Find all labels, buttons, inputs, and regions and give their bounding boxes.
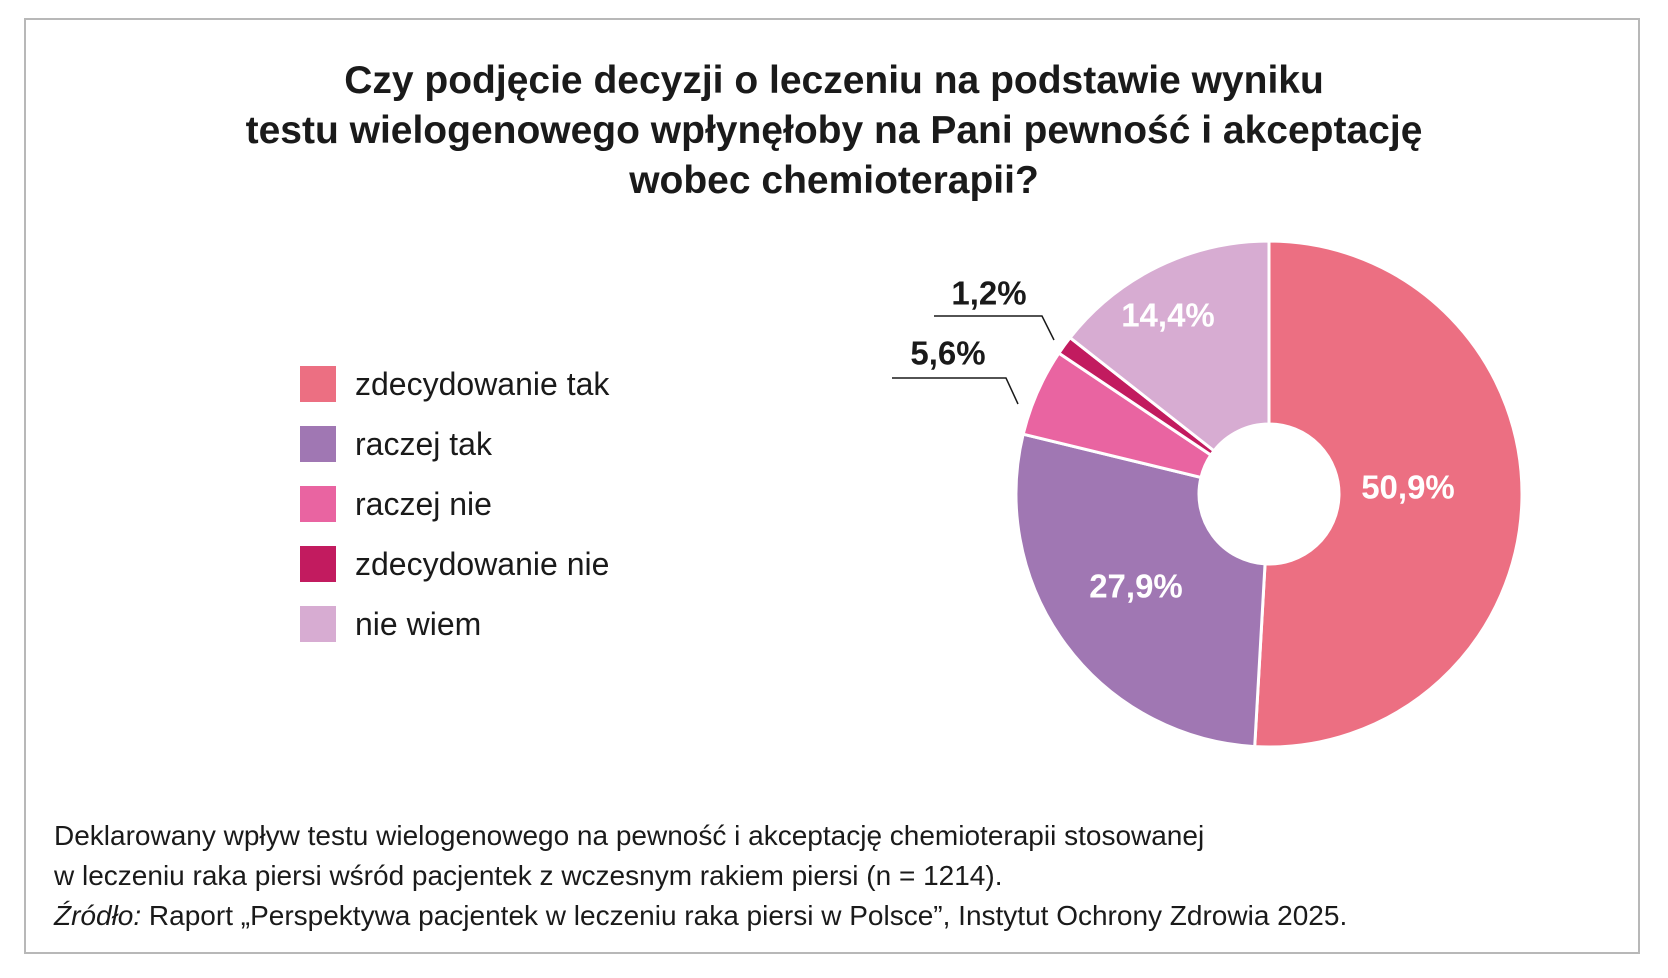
leader-line-zdecydowanie-nie [934,315,1055,341]
title-line-3: wobec chemioterapii? [629,159,1039,202]
legend-label: raczej nie [355,486,492,522]
legend-swatch [300,486,336,522]
legend-label: zdecydowanie nie [355,546,610,582]
chart-frame [24,18,1640,954]
data-label-zdecydowanie-nie: 1,2% [951,275,1026,312]
caption-line-2: w leczeniu raka piersi wśród pacjentek z… [54,860,1003,891]
chart-title: Czy podjęcie decyzji o leczeniu na podst… [100,56,1568,206]
title-line-1: Czy podjęcie decyzji o leczeniu na podst… [344,59,1324,102]
slice-zdecydowanie-tak [1253,239,1524,749]
caption-source: Źródło: Raport „Perspektywa pacjentek w … [54,896,1347,936]
legend-swatch [300,426,336,462]
legend-swatch [300,546,336,582]
legend-label: raczej tak [355,426,492,462]
title-line-2: testu wielogenowego wpłynęłoby na Pani p… [245,109,1423,152]
data-label-raczej-nie: 5,6% [910,335,985,372]
slice-nie-wiem [1067,239,1271,453]
source-text: Raport „Perspektywa pacjentek w leczeniu… [141,900,1348,931]
caption-line-1: Deklarowany wpływ testu wielogenowego na… [54,820,1205,851]
legend-swatch [300,606,336,642]
legend-label: nie wiem [355,606,482,642]
data-label-zdecydowanie-tak: 50,9% [1361,469,1455,506]
slice-raczej-tak [1014,432,1267,749]
source-label: Źródło: [54,900,142,931]
legend-label: zdecydowanie tak [355,366,610,402]
leader-line-raczej-nie [892,377,1019,405]
legend-swatch [300,366,336,402]
data-label-nie-wiem: 14,4% [1121,297,1215,334]
data-label-raczej-tak: 27,9% [1089,568,1183,605]
chart-caption: Deklarowany wpływ testu wielogenowego na… [54,816,1347,936]
